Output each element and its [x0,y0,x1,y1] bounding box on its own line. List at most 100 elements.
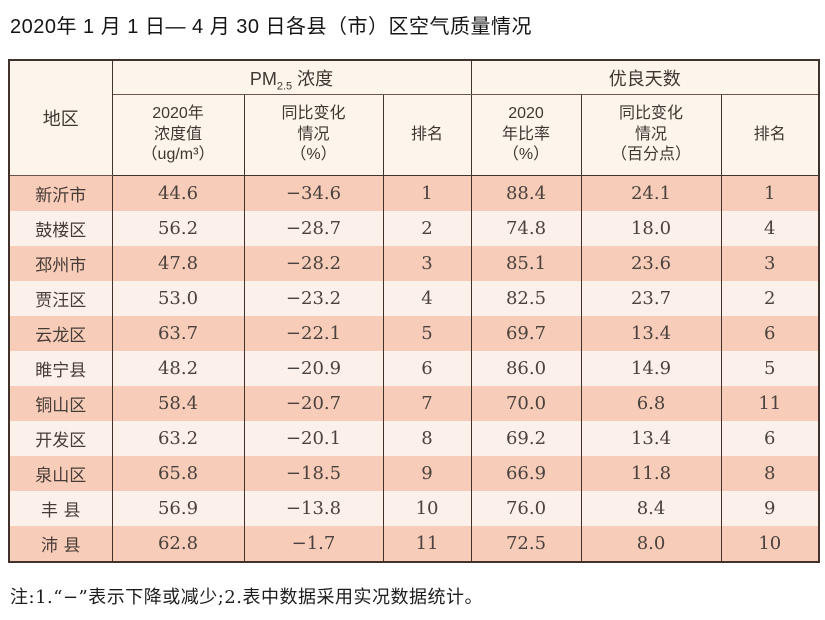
gd-ratio-cell: 74.8 [470,211,582,246]
pm-change-cell: −34.6 [243,175,384,211]
gd-ratio-cell: 88.4 [470,175,582,211]
gd-change-cell: 18.0 [580,211,722,246]
pm-rank-cell: 7 [382,386,472,421]
gd-change-cell: 24.1 [580,175,722,211]
gd-change-cell: 13.4 [580,421,722,456]
pm-value-cell: 53.0 [111,281,245,316]
gd-ratio-cell: 85.1 [470,246,582,281]
air-quality-table: 地区 PM2.5 浓度 优良天数 2020年 浓度值 （ug/m³） 同比变化 … [8,59,821,563]
gd-change-cell: 13.4 [580,316,722,351]
gd-rank-cell: 2 [720,281,820,316]
pm-change-cell: −20.9 [243,351,384,386]
table-row: 沛 县 62.8 −1.7 11 72.5 8.0 10 [8,526,820,562]
gd-change-cell: 14.9 [580,351,722,386]
gd-change-cell: 8.0 [580,526,722,562]
region-cell: 贾汪区 [8,281,113,316]
pm-value-cell: 48.2 [111,351,245,386]
pm-value-cell: 56.9 [111,491,245,526]
header-pm25-group: PM2.5 浓度 [111,60,472,95]
region-cell: 泉山区 [8,456,113,491]
pm-rank-cell: 1 [382,175,472,211]
pm25-label-subscript: 2.5 [276,80,293,93]
gd-rank-cell: 1 [720,175,820,211]
region-cell: 开发区 [8,421,113,456]
gd-ratio-cell: 69.7 [470,316,582,351]
gd-ratio-cell: 69.2 [470,421,582,456]
pm-rank-cell: 4 [382,281,472,316]
gd-change-cell: 11.8 [580,456,722,491]
header-good-days-group: 优良天数 [470,60,820,95]
gd-change-cell: 23.6 [580,246,722,281]
group-header-row: 地区 PM2.5 浓度 优良天数 [8,60,820,176]
pm-rank-cell: 2 [382,211,472,246]
gd-ratio-cell: 76.0 [470,491,582,526]
pm-change-cell: −13.8 [243,491,384,526]
pm-rank-cell: 10 [382,491,472,526]
header-pm-value: 2020年 浓度值 （ug/m³） [111,94,245,176]
pm-value-cell: 65.8 [111,456,245,491]
gd-change-cell: 6.8 [580,386,722,421]
header-region: 地区 [8,60,113,176]
region-cell: 云龙区 [8,316,113,351]
pm-change-cell: −20.1 [243,421,384,456]
table-row: 睢宁县 48.2 −20.9 6 86.0 14.9 5 [8,351,820,386]
table-row: 鼓楼区 56.2 −28.7 2 74.8 18.0 4 [8,211,820,246]
gd-ratio-cell: 66.9 [470,456,582,491]
pm-value-cell: 56.2 [111,211,245,246]
pm-rank-cell: 9 [382,456,472,491]
pm-change-cell: −1.7 [243,526,384,562]
pm25-label-suffix: 浓度 [292,68,334,89]
pm-rank-cell: 5 [382,316,472,351]
pm-value-cell: 47.8 [111,246,245,281]
table-header: 地区 PM2.5 浓度 优良天数 2020年 浓度值 （ug/m³） 同比变化 … [8,60,820,176]
pm-change-cell: −28.7 [243,211,384,246]
table-row: 开发区 63.2 −20.1 8 69.2 13.4 6 [8,421,820,456]
gd-ratio-cell: 86.0 [470,351,582,386]
table-row: 新沂市 44.6 −34.6 1 88.4 24.1 1 [8,175,820,211]
gd-change-cell: 23.7 [580,281,722,316]
gd-rank-cell: 11 [720,386,820,421]
gd-rank-cell: 6 [720,421,820,456]
header-pm-rank: 排名 [382,94,472,176]
region-cell: 铜山区 [8,386,113,421]
gd-change-cell: 8.4 [580,491,722,526]
gd-rank-cell: 3 [720,246,820,281]
gd-rank-cell: 6 [720,316,820,351]
pm-value-cell: 44.6 [111,175,245,211]
pm-rank-cell: 6 [382,351,472,386]
header-gd-change: 同比变化 情况 （百分点） [580,94,722,176]
header-pm-change: 同比变化 情况 （%） [243,94,384,176]
gd-rank-cell: 4 [720,211,820,246]
pm-value-cell: 63.2 [111,421,245,456]
table-body: 新沂市 44.6 −34.6 1 88.4 24.1 1 鼓楼区 56.2 −28.7 2 74.8 1… [8,175,820,562]
pm25-label-prefix: PM [249,68,277,89]
gd-ratio-cell: 72.5 [470,526,582,562]
pm-value-cell: 62.8 [111,526,245,562]
pm-change-cell: −28.2 [243,246,384,281]
header-gd-rank: 排名 [720,94,820,176]
gd-rank-cell: 9 [720,491,820,526]
gd-rank-cell: 8 [720,456,820,491]
region-cell: 丰 县 [8,491,113,526]
pm-change-cell: −23.2 [243,281,384,316]
region-cell: 新沂市 [8,175,113,211]
pm-rank-cell: 8 [382,421,472,456]
table-row: 邳州市 47.8 −28.2 3 85.1 23.6 3 [8,246,820,281]
pm-rank-cell: 11 [382,526,472,562]
region-cell: 睢宁县 [8,351,113,386]
table-row: 泉山区 65.8 −18.5 9 66.9 11.8 8 [8,456,820,491]
gd-ratio-cell: 70.0 [470,386,582,421]
table-row: 铜山区 58.4 −20.7 7 70.0 6.8 11 [8,386,820,421]
region-cell: 鼓楼区 [8,211,113,246]
pm-change-cell: −20.7 [243,386,384,421]
region-cell: 沛 县 [8,526,113,562]
sub-header-row: 2020年 浓度值 （ug/m³） 同比变化 情况 （%） 排名 2020 年比… [9,94,820,176]
pm-rank-cell: 3 [382,246,472,281]
pm-change-cell: −18.5 [243,456,384,491]
pm-change-cell: −22.1 [243,316,384,351]
table-row: 贾汪区 53.0 −23.2 4 82.5 23.7 2 [8,281,820,316]
table-row: 丰 县 56.9 −13.8 10 76.0 8.4 9 [8,491,820,526]
header-gd-ratio: 2020 年比率 （%） [470,94,582,176]
page-title: 2020年 1 月 1 日— 4 月 30 日各县（市）区空气质量情况 [10,16,533,38]
